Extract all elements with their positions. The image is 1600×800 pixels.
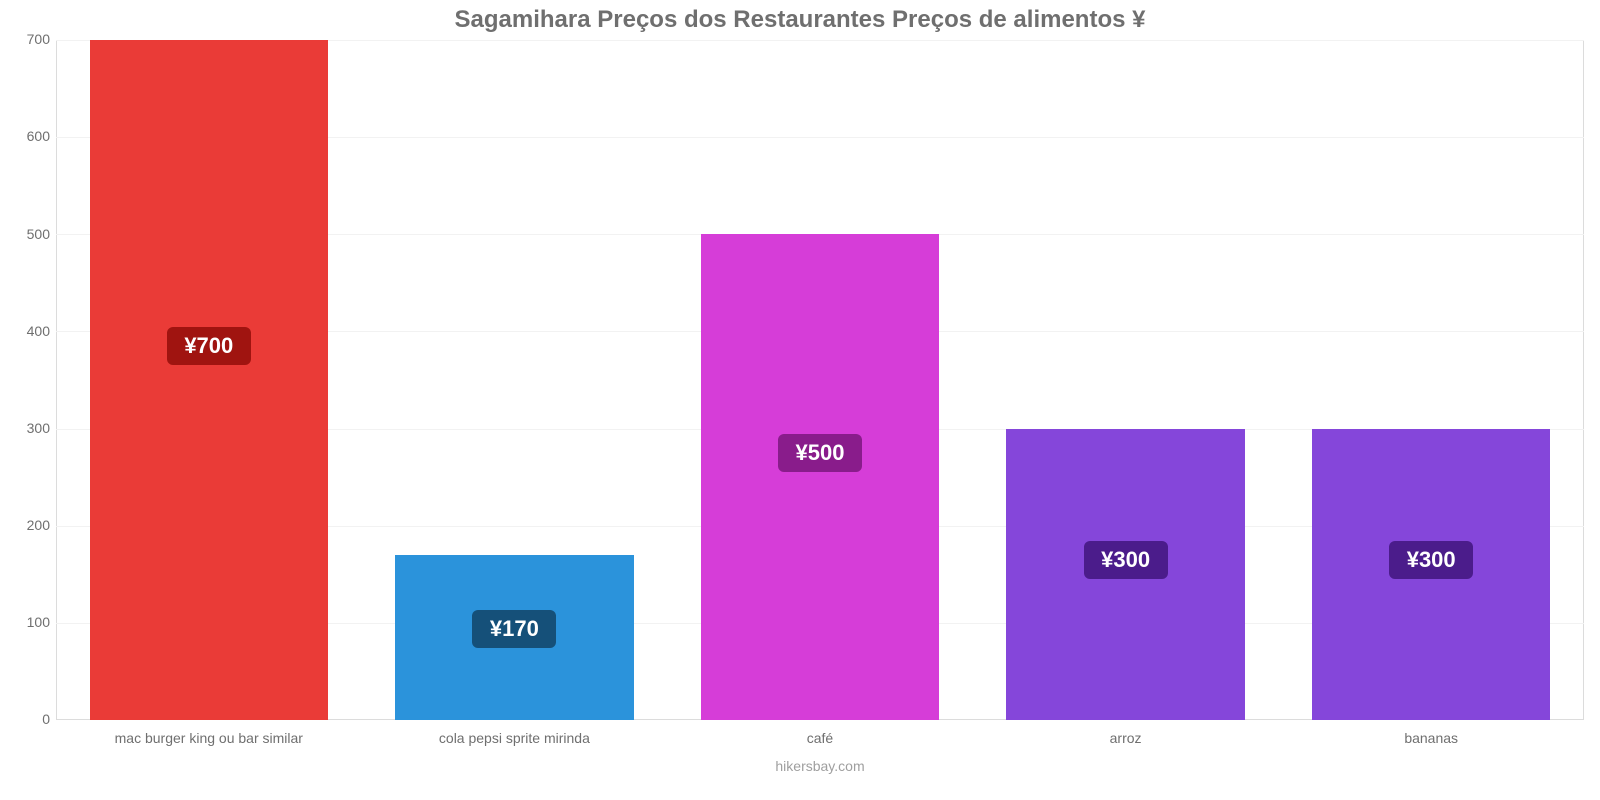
y-tick-label: 400 bbox=[6, 323, 50, 339]
x-category-label: café bbox=[667, 730, 973, 746]
value-badge-0: ¥700 bbox=[167, 327, 251, 365]
plot-border-left bbox=[56, 40, 57, 720]
bar-0 bbox=[90, 40, 328, 720]
x-category-label: bananas bbox=[1278, 730, 1584, 746]
y-tick-label: 200 bbox=[6, 517, 50, 533]
bar-2 bbox=[701, 234, 939, 720]
value-badge-1: ¥170 bbox=[472, 610, 556, 648]
credit-text: hikersbay.com bbox=[56, 758, 1584, 774]
plot-area: ¥700 ¥170 ¥500 ¥300 ¥300 bbox=[56, 40, 1584, 720]
value-badge-2: ¥500 bbox=[778, 434, 862, 472]
y-tick-label: 0 bbox=[6, 711, 50, 727]
value-badge-3: ¥300 bbox=[1084, 541, 1168, 579]
y-tick-label: 700 bbox=[6, 31, 50, 47]
chart-title: Sagamihara Preços dos Restaurantes Preço… bbox=[0, 0, 1600, 34]
price-bar-chart: Sagamihara Preços dos Restaurantes Preço… bbox=[0, 0, 1600, 800]
x-category-label: arroz bbox=[973, 730, 1279, 746]
y-tick-label: 100 bbox=[6, 614, 50, 630]
x-category-label: cola pepsi sprite mirinda bbox=[362, 730, 668, 746]
y-tick-label: 300 bbox=[6, 420, 50, 436]
y-tick-label: 500 bbox=[6, 226, 50, 242]
x-category-label: mac burger king ou bar similar bbox=[56, 730, 362, 746]
y-tick-label: 600 bbox=[6, 128, 50, 144]
plot-border-right bbox=[1583, 40, 1584, 720]
value-badge-4: ¥300 bbox=[1389, 541, 1473, 579]
